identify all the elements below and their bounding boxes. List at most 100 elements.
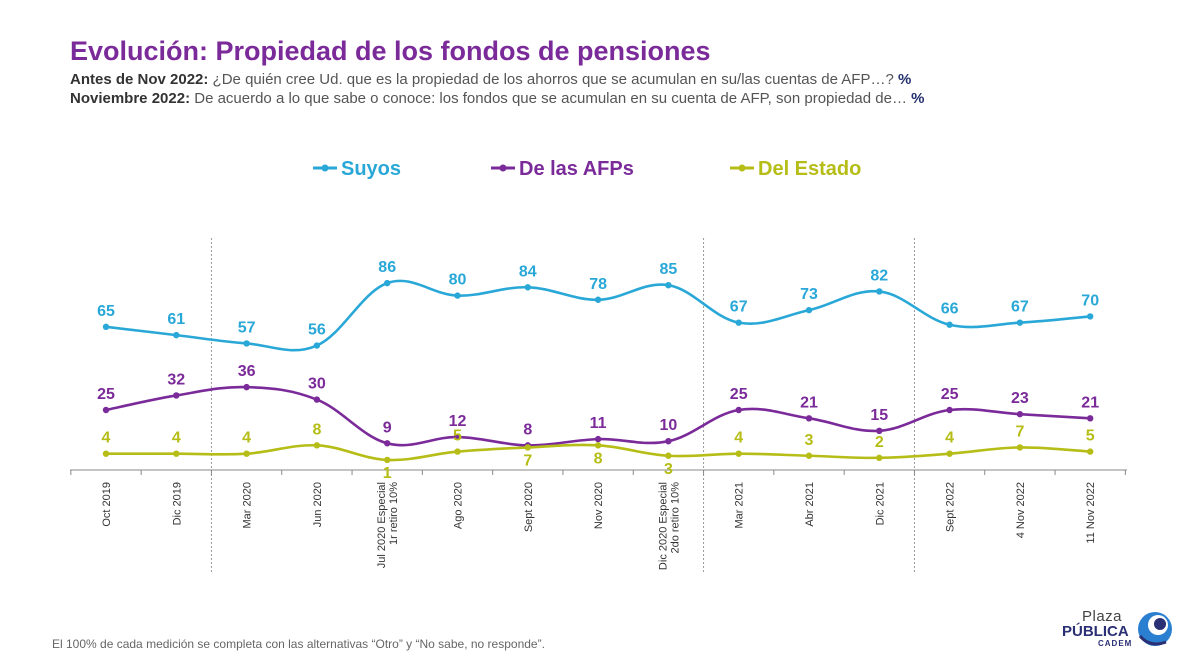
data-label-del-estado: 5: [1086, 428, 1095, 445]
data-label-de-las-afps: 25: [941, 386, 959, 403]
x-tick-label: Ago 2020: [453, 482, 465, 529]
legend-label-suyos: Suyos: [341, 158, 401, 180]
subtitle-percent: %: [897, 71, 912, 88]
data-label-de-las-afps: 8: [523, 421, 532, 438]
data-label-del-estado: 7: [523, 452, 532, 469]
data-label-suyos: 82: [870, 267, 888, 284]
data-point-de-las-afps: [876, 427, 883, 434]
data-point-del-estado: [313, 442, 321, 449]
data-point-del-estado: [454, 448, 461, 455]
x-tick-label: Jun 2020: [312, 482, 324, 527]
data-point-suyos: [524, 284, 531, 291]
data-label-de-las-afps: 25: [97, 386, 115, 403]
x-tick-label: 1r retiro 10%: [388, 482, 400, 545]
page-title: Evolución: Propiedad de los fondos de pe…: [70, 36, 711, 66]
data-label-del-estado: 5: [453, 428, 462, 445]
data-label-del-estado: 3: [805, 432, 814, 449]
data-point-del-estado: [1016, 444, 1024, 451]
logo-mark-icon: [1138, 612, 1172, 646]
data-label-de-las-afps: 12: [449, 413, 467, 430]
data-point-suyos: [1016, 319, 1024, 326]
data-point-suyos: [384, 279, 391, 287]
data-label-suyos: 84: [519, 263, 537, 280]
subtitle-question: ¿De quién cree Ud. que es la propiedad d…: [208, 71, 898, 88]
subtitle-label: Antes de Nov 2022:: [70, 71, 209, 88]
data-label-suyos: 80: [449, 272, 467, 289]
data-label-del-estado: 4: [172, 430, 181, 447]
plaza-publica-cadem-logo: Plaza PÚBLICA CADEM: [1060, 608, 1180, 652]
x-tick-label: Mar 2020: [242, 482, 254, 528]
data-label-suyos: 61: [167, 311, 185, 328]
data-point-del-estado: [524, 444, 531, 451]
data-label-de-las-afps: 15: [870, 407, 888, 424]
data-label-del-estado: 4: [242, 430, 251, 447]
data-point-suyos: [594, 296, 602, 303]
data-point-de-las-afps: [454, 433, 461, 441]
data-label-suyos: 85: [660, 261, 678, 278]
x-tick-label: 11 Nov 2022: [1085, 482, 1097, 544]
subtitle-question: De acuerdo a lo que sabe o conoce: los f…: [190, 90, 912, 107]
data-label-de-las-afps: 36: [238, 363, 256, 380]
data-label-suyos: 56: [308, 322, 326, 339]
legend-label-del-estado: Del Estado: [758, 158, 861, 180]
subtitle-nov-2022: Noviembre 2022: De acuerdo a lo que sabe…: [70, 90, 924, 107]
data-label-de-las-afps: 30: [308, 376, 326, 393]
data-point-de-las-afps: [1087, 415, 1094, 422]
data-label-de-las-afps: 10: [660, 417, 678, 434]
data-point-de-las-afps: [735, 406, 742, 414]
data-point-de-las-afps: [173, 392, 180, 399]
data-label-del-estado: 4: [945, 430, 954, 447]
data-point-del-estado: [243, 450, 250, 457]
data-label-de-las-afps: 23: [1011, 390, 1029, 407]
data-point-de-las-afps: [1016, 410, 1024, 418]
data-point-del-estado: [1087, 448, 1094, 455]
data-label-del-estado: 4: [102, 430, 111, 447]
data-label-de-las-afps: 25: [730, 386, 748, 403]
legend-label-de-las-afps: De las AFPs: [519, 158, 634, 180]
data-label-suyos: 65: [97, 303, 115, 320]
logo-line1: Plaza: [1082, 608, 1123, 625]
x-tick-label: Abr 2021: [804, 482, 816, 527]
data-label-de-las-afps: 9: [383, 419, 392, 436]
data-point-suyos: [735, 319, 742, 326]
data-label-de-las-afps: 11: [590, 415, 607, 432]
x-tick-label: Dic 2019: [171, 482, 183, 525]
data-label-del-estado: 1: [383, 465, 392, 482]
data-point-suyos: [454, 292, 461, 299]
legend-marker-del-estado: [738, 164, 746, 172]
data-label-suyos: 66: [941, 301, 959, 318]
data-label-suyos: 70: [1081, 292, 1099, 309]
x-tick-label: Jul 2020 Especial: [376, 482, 388, 568]
data-label-del-estado: 3: [664, 461, 673, 478]
data-label-suyos: 67: [730, 299, 748, 316]
data-point-de-las-afps: [665, 438, 672, 445]
data-point-suyos: [243, 340, 250, 347]
data-point-de-las-afps: [102, 406, 110, 414]
data-label-de-las-afps: 21: [1081, 394, 1099, 411]
data-point-de-las-afps: [946, 406, 953, 414]
data-label-del-estado: 8: [594, 450, 603, 467]
x-tick-label: Dic 2020 Especial: [657, 482, 669, 570]
subtitle-percent: %: [911, 90, 925, 107]
x-tick-label: Mar 2021: [734, 482, 746, 528]
data-label-del-estado: 2: [875, 434, 884, 451]
x-tick-label: 4 Nov 2022: [1015, 482, 1027, 538]
data-point-del-estado: [805, 452, 813, 459]
data-label-suyos: 86: [378, 259, 396, 276]
data-label-de-las-afps: 21: [800, 394, 818, 411]
footnote: El 100% de cada medición se completa con…: [52, 637, 545, 651]
data-point-suyos: [805, 306, 813, 314]
data-point-del-estado: [876, 454, 883, 462]
data-point-del-estado: [665, 452, 672, 459]
x-tick-label: Dic 2021: [874, 482, 886, 525]
x-tick-label: Oct 2019: [101, 482, 113, 527]
logo-line2: PÚBLICA: [1062, 623, 1129, 640]
data-point-del-estado: [384, 456, 391, 464]
data-label-suyos: 78: [589, 276, 607, 293]
subtitle-label: Noviembre 2022:: [70, 90, 191, 107]
data-label-de-las-afps: 32: [167, 371, 185, 388]
data-point-de-las-afps: [384, 440, 391, 447]
x-tick-label: Sept 2022: [945, 482, 957, 532]
data-point-del-estado: [946, 450, 953, 457]
